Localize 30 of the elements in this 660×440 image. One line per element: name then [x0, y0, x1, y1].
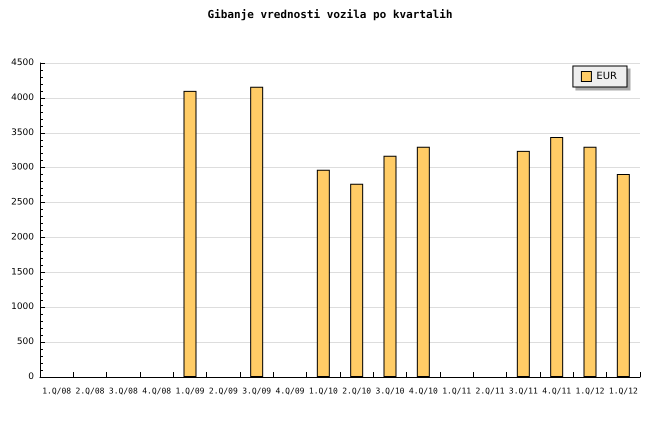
x-tick-label: 4.Q/11 [542, 386, 572, 396]
y-tick-label: 2500 [11, 198, 34, 208]
x-tick-label: 4.Q/08 [142, 386, 172, 396]
y-tick-label: 3500 [11, 128, 34, 138]
x-tick-label: 3.Q/11 [508, 386, 538, 396]
x-tick-label: 4.Q/09 [276, 386, 305, 396]
x-tick-label: 1.Q/08 [42, 386, 72, 396]
y-tick-label: 0 [28, 372, 34, 382]
y-tick-label: 1000 [11, 302, 34, 312]
legend-label: EUR [596, 71, 618, 82]
x-tick-label: 2.Q/11 [476, 386, 505, 396]
x-tick-label: 3.Q/08 [108, 386, 138, 396]
y-tick-label: 4000 [11, 92, 34, 103]
x-tick-label: 2.Q/09 [208, 386, 238, 396]
y-tick-label: 2000 [11, 232, 34, 242]
y-tick-label: 3000 [11, 162, 34, 173]
y-tick-label: 500 [16, 337, 34, 348]
y-tick-label: 1500 [11, 267, 34, 278]
x-tick-label: 1.Q/12 [576, 386, 605, 396]
x-tick-label: 1.Q/12 [608, 386, 638, 396]
x-tick-label: 3.Q/10 [376, 386, 405, 396]
x-tick-label: 2.Q/08 [76, 386, 105, 396]
chart-title: Gibanje vrednosti vozila po kvartalih [207, 8, 453, 21]
x-tick-label: 3.Q/09 [242, 386, 272, 396]
x-tick-label: 1.Q/09 [176, 386, 205, 396]
x-tick-label: 4.Q/10 [408, 386, 438, 396]
y-tick-label: 4500 [11, 58, 34, 68]
x-tick-label: 1.Q/10 [308, 386, 338, 396]
x-tick-label: 2.Q/10 [342, 386, 372, 396]
x-tick-label: 1.Q/11 [442, 386, 472, 396]
